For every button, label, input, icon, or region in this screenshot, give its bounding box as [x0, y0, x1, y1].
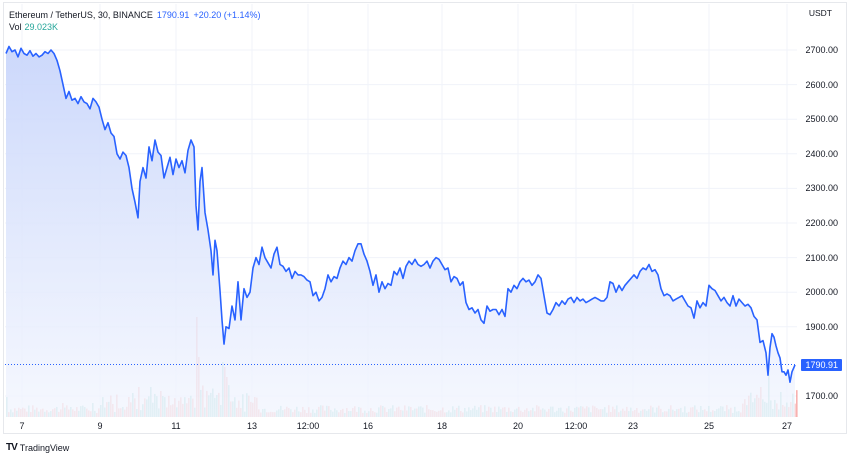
price-axis-tick: 2600.00 — [805, 79, 838, 90]
price-axis-tick: 2700.00 — [805, 45, 838, 55]
price-axis-tick: 2000.00 — [805, 287, 838, 298]
tradingview-logo-icon: TV — [6, 442, 18, 453]
price-axis-tick: 2400.00 — [805, 148, 838, 159]
time-axis-tick: 12:00 — [564, 421, 588, 431]
time-axis-tick: 7 — [19, 421, 25, 431]
time-axis-tick: 20 — [512, 421, 524, 431]
price-axis-tick: 2500.00 — [805, 114, 838, 125]
price-axis-tick: 2200.00 — [805, 218, 838, 228]
chart-legend: Ethereum / TetherUS, 30, BINANCE 1790.91 +… — [9, 9, 261, 33]
price-area — [6, 46, 795, 417]
time-axis-tick: 18 — [436, 421, 448, 431]
time-axis-tick: 9 — [97, 421, 103, 431]
time-axis-tick: 13 — [246, 421, 258, 431]
volume-value: 29.023K — [24, 22, 59, 32]
time-axis-tick: 27 — [781, 421, 793, 431]
time-axis-tick: 16 — [362, 421, 374, 431]
time-axis-tick: 12:00 — [296, 421, 320, 431]
tradingview-brand[interactable]: TV TradingView — [6, 442, 69, 453]
time-axis-tick: 11 — [171, 421, 181, 431]
brand-name: TradingView — [19, 442, 70, 453]
time-axis-tick: 23 — [627, 421, 639, 431]
currency-label: USDT — [808, 8, 832, 18]
price-change: +20.20 (+1.14%) — [193, 10, 261, 20]
last-price-tag: 1790.91 — [801, 359, 842, 371]
price-axis-tick: 1700.00 — [805, 391, 838, 401]
symbol-label[interactable]: Ethereum / TetherUS, 30, BINANCE — [9, 10, 153, 20]
price-axis-tick: 2300.00 — [805, 183, 838, 194]
price-axis-tick: 1900.00 — [805, 321, 838, 332]
time-axis-tick: 25 — [703, 421, 715, 431]
volume-label[interactable]: Vol — [9, 22, 22, 32]
price-axis-tick: 2100.00 — [805, 252, 838, 263]
price-line — [5, 45, 796, 383]
last-price: 1790.91 — [156, 10, 190, 20]
